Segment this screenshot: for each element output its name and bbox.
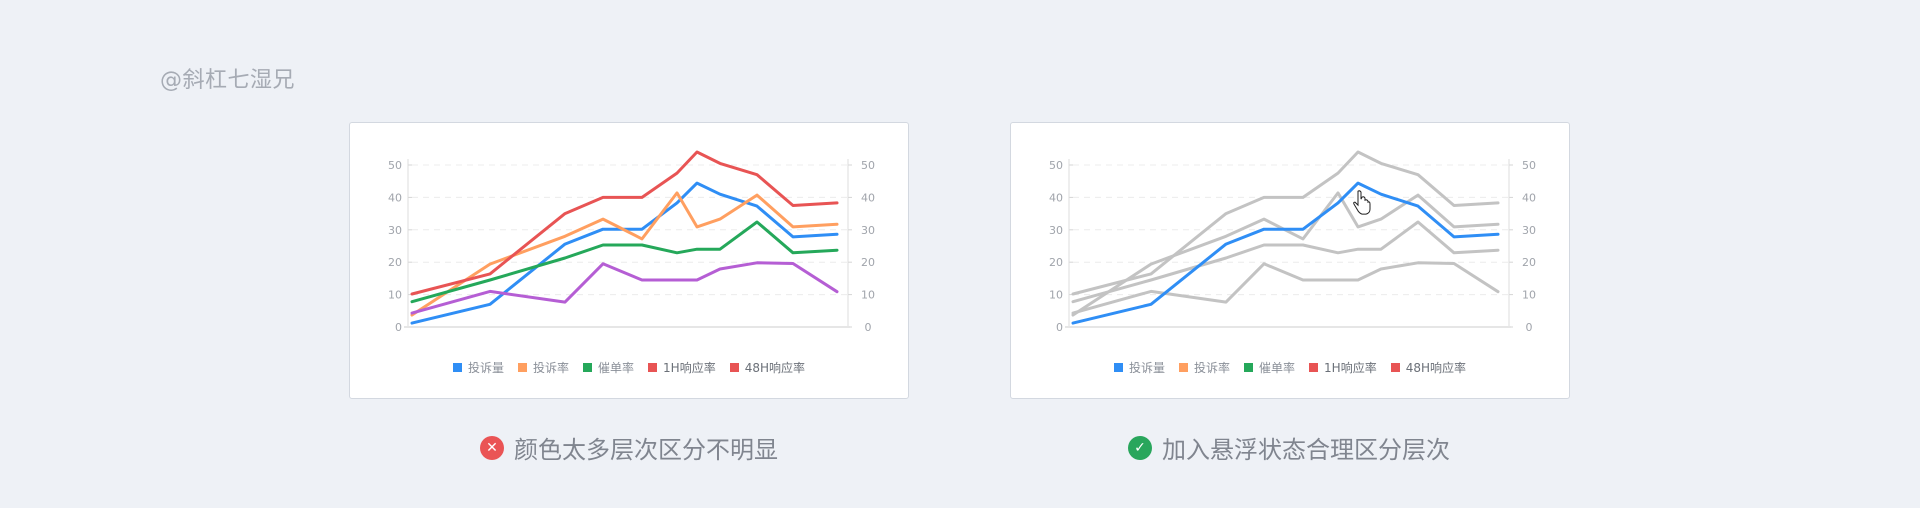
caption-text: 加入悬浮状态合理区分层次 xyxy=(1162,436,1450,464)
legend-label: 1H响应率 xyxy=(663,361,716,375)
y2-axis-tick: 0 xyxy=(865,321,872,334)
y-axis-tick: 10 xyxy=(388,289,402,302)
legend-label: 催单率 xyxy=(1259,361,1296,375)
legend-item[interactable]: 催单率 xyxy=(583,359,634,376)
legend-item[interactable]: 投诉率 xyxy=(518,359,569,376)
caption-good: ✓ 加入悬浮状态合理区分层次 xyxy=(1128,430,1450,465)
legend-item[interactable]: 1H响应率 xyxy=(648,359,716,376)
caption-text: 颜色太多层次区分不明显 xyxy=(514,436,778,464)
legend-item[interactable]: 1H响应率 xyxy=(1309,359,1377,376)
y2-axis-tick: 20 xyxy=(1522,256,1536,269)
series-line[interactable] xyxy=(410,191,839,317)
series-line[interactable] xyxy=(1071,150,1500,296)
legend-swatch-icon xyxy=(648,363,658,372)
y2-axis-tick: 0 xyxy=(1526,321,1533,334)
legend-swatch-icon xyxy=(583,363,593,372)
chart-legend: 投诉量 投诉率 催单率 1H响应率 48H响应率 xyxy=(1011,359,1569,376)
y-axis-tick: 20 xyxy=(1049,256,1063,269)
chart-card-bad: 0 0 10 10 20 20 30 30 40 40 50 50 投诉量 投诉率 催单率 1H响应率 48H… xyxy=(349,122,909,399)
legend-item[interactable]: 投诉量 xyxy=(1113,359,1165,376)
legend-label: 投诉量 xyxy=(1128,361,1165,375)
y2-axis-tick: 10 xyxy=(861,289,875,302)
series-line[interactable] xyxy=(1071,181,1500,325)
legend-swatch-icon xyxy=(518,363,527,372)
legend-label: 48H响应率 xyxy=(744,361,805,375)
legend-swatch-icon xyxy=(729,363,739,372)
watermark: @斜杠七湿兄 xyxy=(160,68,296,93)
series-line[interactable] xyxy=(410,261,839,315)
legend-swatch-icon xyxy=(1309,363,1319,372)
legend-swatch-icon xyxy=(1244,363,1254,372)
legend-swatch-icon xyxy=(452,363,462,372)
y2-axis-tick: 40 xyxy=(1522,191,1536,204)
close-icon: ✕ xyxy=(480,435,504,460)
legend-label: 投诉率 xyxy=(533,361,570,375)
legend-label: 48H响应率 xyxy=(1405,361,1466,375)
y-axis-tick: 40 xyxy=(1049,191,1063,204)
y-axis-tick: 50 xyxy=(1049,159,1063,172)
series-line[interactable] xyxy=(410,220,839,304)
series-line[interactable] xyxy=(410,150,839,296)
y-axis-tick: 30 xyxy=(1049,224,1063,237)
check-icon: ✓ xyxy=(1128,435,1152,460)
legend-label: 投诉量 xyxy=(467,361,504,375)
series-line[interactable] xyxy=(1071,191,1500,317)
series-line[interactable] xyxy=(410,181,839,325)
legend-label: 1H响应率 xyxy=(1324,361,1377,375)
y-axis-tick: 20 xyxy=(388,256,402,269)
legend-item[interactable]: 投诉量 xyxy=(452,359,504,376)
y-axis-tick: 50 xyxy=(388,159,402,172)
legend-label: 催单率 xyxy=(598,361,635,375)
y-axis-tick: 10 xyxy=(1049,289,1063,302)
legend-swatch-icon xyxy=(1179,363,1188,372)
line-chart-all-colors: 0 0 10 10 20 20 30 30 40 40 50 50 xyxy=(388,150,875,334)
y-axis-tick: 30 xyxy=(388,224,402,237)
series-line[interactable] xyxy=(1071,261,1500,315)
y-axis-tick: 0 xyxy=(1056,321,1063,334)
hand-cursor-icon xyxy=(1353,190,1371,215)
legend-swatch-icon xyxy=(1390,363,1400,372)
caption-bad: ✕ 颜色太多层次区分不明显 xyxy=(480,430,778,465)
legend-item[interactable]: 投诉率 xyxy=(1179,359,1230,376)
legend-item[interactable]: 48H响应率 xyxy=(1390,359,1466,376)
legend-swatch-icon xyxy=(1113,363,1123,372)
legend-item[interactable]: 48H响应率 xyxy=(729,359,805,376)
chart-legend: 投诉量 投诉率 催单率 1H响应率 48H响应率 xyxy=(350,359,908,376)
chart-card-good: 0 0 10 10 20 20 30 30 40 40 50 50 投诉量 投诉率 催单率 1H响应率 48H… xyxy=(1010,122,1570,399)
y-axis-tick: 0 xyxy=(395,321,402,334)
y-axis-tick: 40 xyxy=(388,191,402,204)
y2-axis-tick: 30 xyxy=(861,224,875,237)
line-chart-hover-highlight: 0 0 10 10 20 20 30 30 40 40 50 50 xyxy=(1049,150,1536,334)
y2-axis-tick: 50 xyxy=(1522,159,1536,172)
legend-item[interactable]: 催单率 xyxy=(1244,359,1295,376)
y2-axis-tick: 40 xyxy=(861,191,875,204)
y2-axis-tick: 20 xyxy=(861,256,875,269)
y2-axis-tick: 50 xyxy=(861,159,875,172)
y2-axis-tick: 30 xyxy=(1522,224,1536,237)
y2-axis-tick: 10 xyxy=(1522,289,1536,302)
legend-label: 投诉率 xyxy=(1194,361,1231,375)
